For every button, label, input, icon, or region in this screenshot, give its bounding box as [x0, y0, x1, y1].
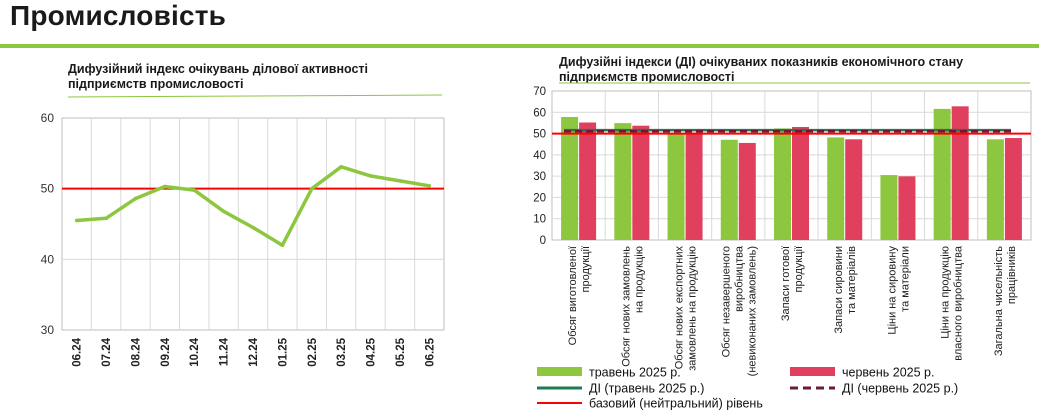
line-chart-data-point — [251, 225, 255, 230]
bar-chart-bar-may — [561, 116, 579, 240]
line-chart-x-tick-label: 09.24 — [160, 337, 172, 366]
bar-chart-category-label: (невиконаних замовлень) — [746, 246, 758, 376]
bar-chart-bar-june — [845, 139, 863, 240]
bar-chart-bar-june — [738, 142, 756, 240]
line-chart-x-tick-label: 10.24 — [189, 337, 201, 366]
line-chart-x-tick-label: 06.24 — [72, 337, 84, 366]
legend-baseline-label: базовий (нейтральний) рівень — [589, 397, 763, 411]
bar-chart-category-label: Обсяг незавершеного — [720, 246, 732, 357]
legend-may-bar-swatch — [537, 367, 582, 376]
line-chart-data-point — [368, 174, 373, 178]
line-chart-x-tick-label: 04.25 — [366, 337, 378, 366]
line-chart-x-tick-label: 08.24 — [130, 337, 142, 366]
line-chart-x-tick-label: 07.24 — [101, 337, 113, 366]
bar-chart-bar-may — [774, 128, 791, 240]
bar-chart-category-label: Обсяг нових замовлень — [620, 246, 632, 367]
line-chart-x-tick-label: 01.25 — [277, 337, 289, 366]
bar-chart-category-label: працівників — [1006, 246, 1018, 304]
line-chart-x-tick-label: 12.24 — [248, 337, 260, 366]
bar-chart-bar-may — [880, 175, 898, 240]
title-rule — [0, 44, 1039, 48]
bar-chart-bar-may — [614, 123, 632, 240]
bar-chart-category-label: замовлень на продукцію — [687, 246, 699, 371]
page-title: Промисловість — [10, 0, 227, 31]
bar-chart-y-tick-label: 30 — [533, 171, 546, 183]
line-chart-data-point — [74, 218, 79, 223]
bar-chart-category-label: продукції — [793, 246, 805, 292]
line-chart-y-tick-label: 30 — [41, 323, 55, 337]
bar-chart-bar-may — [667, 133, 685, 240]
bar-chart-y-tick-label: 70 — [533, 86, 546, 98]
bar-chart-bar-june — [951, 106, 969, 240]
bar-chart-bar-june — [632, 125, 650, 240]
bar-chart-category-label: Ціни на продукцію — [940, 246, 952, 339]
right-chart-title: Дифузійні індекси (ДІ) очікуваних показн… — [559, 55, 964, 84]
legend-june-bar-swatch — [790, 367, 835, 376]
line-chart-data-point — [339, 164, 343, 169]
bar-chart-plot-area — [551, 90, 1032, 241]
bar-chart-y-tick-label: 50 — [533, 129, 546, 141]
bar-chart-bar-june — [685, 132, 703, 240]
line-chart-y-tick-label: 60 — [41, 111, 55, 125]
bar-chart-category-label: Загальна чисельність — [993, 246, 1005, 356]
line-chart-data-point — [192, 188, 197, 192]
bar-chart-category-label: виробництва — [733, 245, 745, 312]
line-chart-data-point — [398, 179, 402, 183]
bar-chart-category-label: Запаси готової — [780, 246, 792, 321]
bar-chart-y-tick-label: 20 — [533, 192, 546, 204]
line-chart-data-point — [133, 196, 138, 201]
line-chart-data-point — [427, 184, 432, 188]
line-chart-y-tick-label: 50 — [41, 182, 55, 196]
bar-chart-bar-june — [1004, 138, 1022, 240]
line-chart-y-tick-label: 40 — [41, 252, 55, 266]
legend-may-bar-label: травень 2025 р. — [589, 366, 681, 380]
legend-di-may-label: ДІ (травень 2025 р.) — [589, 382, 704, 396]
line-chart-data-point — [280, 243, 285, 247]
bar-chart-bar-june — [898, 176, 916, 240]
bar-chart-category-label: продукції — [580, 246, 592, 292]
line-chart-x-tick-label: 02.25 — [307, 337, 319, 366]
bar-chart-category-label: на продукцію — [633, 246, 645, 313]
bar-chart-bar-june — [792, 126, 809, 240]
line-chart-data-point — [221, 209, 226, 214]
bar-chart-category-label: та матеріали — [899, 246, 911, 312]
line-chart-data-point — [163, 184, 167, 189]
bar-chart-y-tick-label: 10 — [533, 214, 546, 226]
legend-june-bar-label: червень 2025 р. — [842, 366, 934, 380]
line-chart-data-point — [309, 186, 314, 191]
bar-chart-y-tick-label: 0 — [540, 235, 546, 247]
left-chart-title: Дифузійний індекс очікувань ділової акти… — [68, 62, 369, 91]
bar-chart-bar-may — [986, 139, 1004, 240]
line-chart-x-tick-label: 11.24 — [219, 337, 231, 366]
legend-di-june-label: ДІ (червень 2025 р.) — [842, 382, 958, 396]
bar-chart-category-label: власного виробництва — [953, 245, 965, 361]
bar-chart-y-tick-label: 40 — [533, 150, 546, 162]
line-chart-x-tick-label: 03.25 — [336, 337, 348, 366]
line-chart-x-tick-label: 06.25 — [424, 337, 436, 366]
bar-chart-bar-june — [579, 122, 597, 240]
bar-chart-category-label: Запаси сировини — [833, 246, 845, 334]
bar-chart-bar-may — [827, 137, 845, 240]
left-title-underline — [67, 94, 443, 98]
line-chart-plot-area — [61, 117, 445, 331]
bar-chart-category-label: та матеріалів — [846, 246, 858, 314]
bar-chart-category-label: Ціни на сировину — [886, 246, 898, 335]
bar-chart-bar-may — [720, 139, 738, 240]
bar-chart-category-label: Обсяг виготовленої — [567, 246, 579, 345]
line-chart-x-tick-label: 05.25 — [395, 337, 407, 366]
line-chart-data-point — [104, 216, 108, 221]
bar-chart-y-tick-label: 60 — [533, 107, 546, 119]
bar-chart-bar-may — [933, 108, 951, 240]
bar-chart-category-label: Обсяг нових експортних — [674, 246, 686, 370]
